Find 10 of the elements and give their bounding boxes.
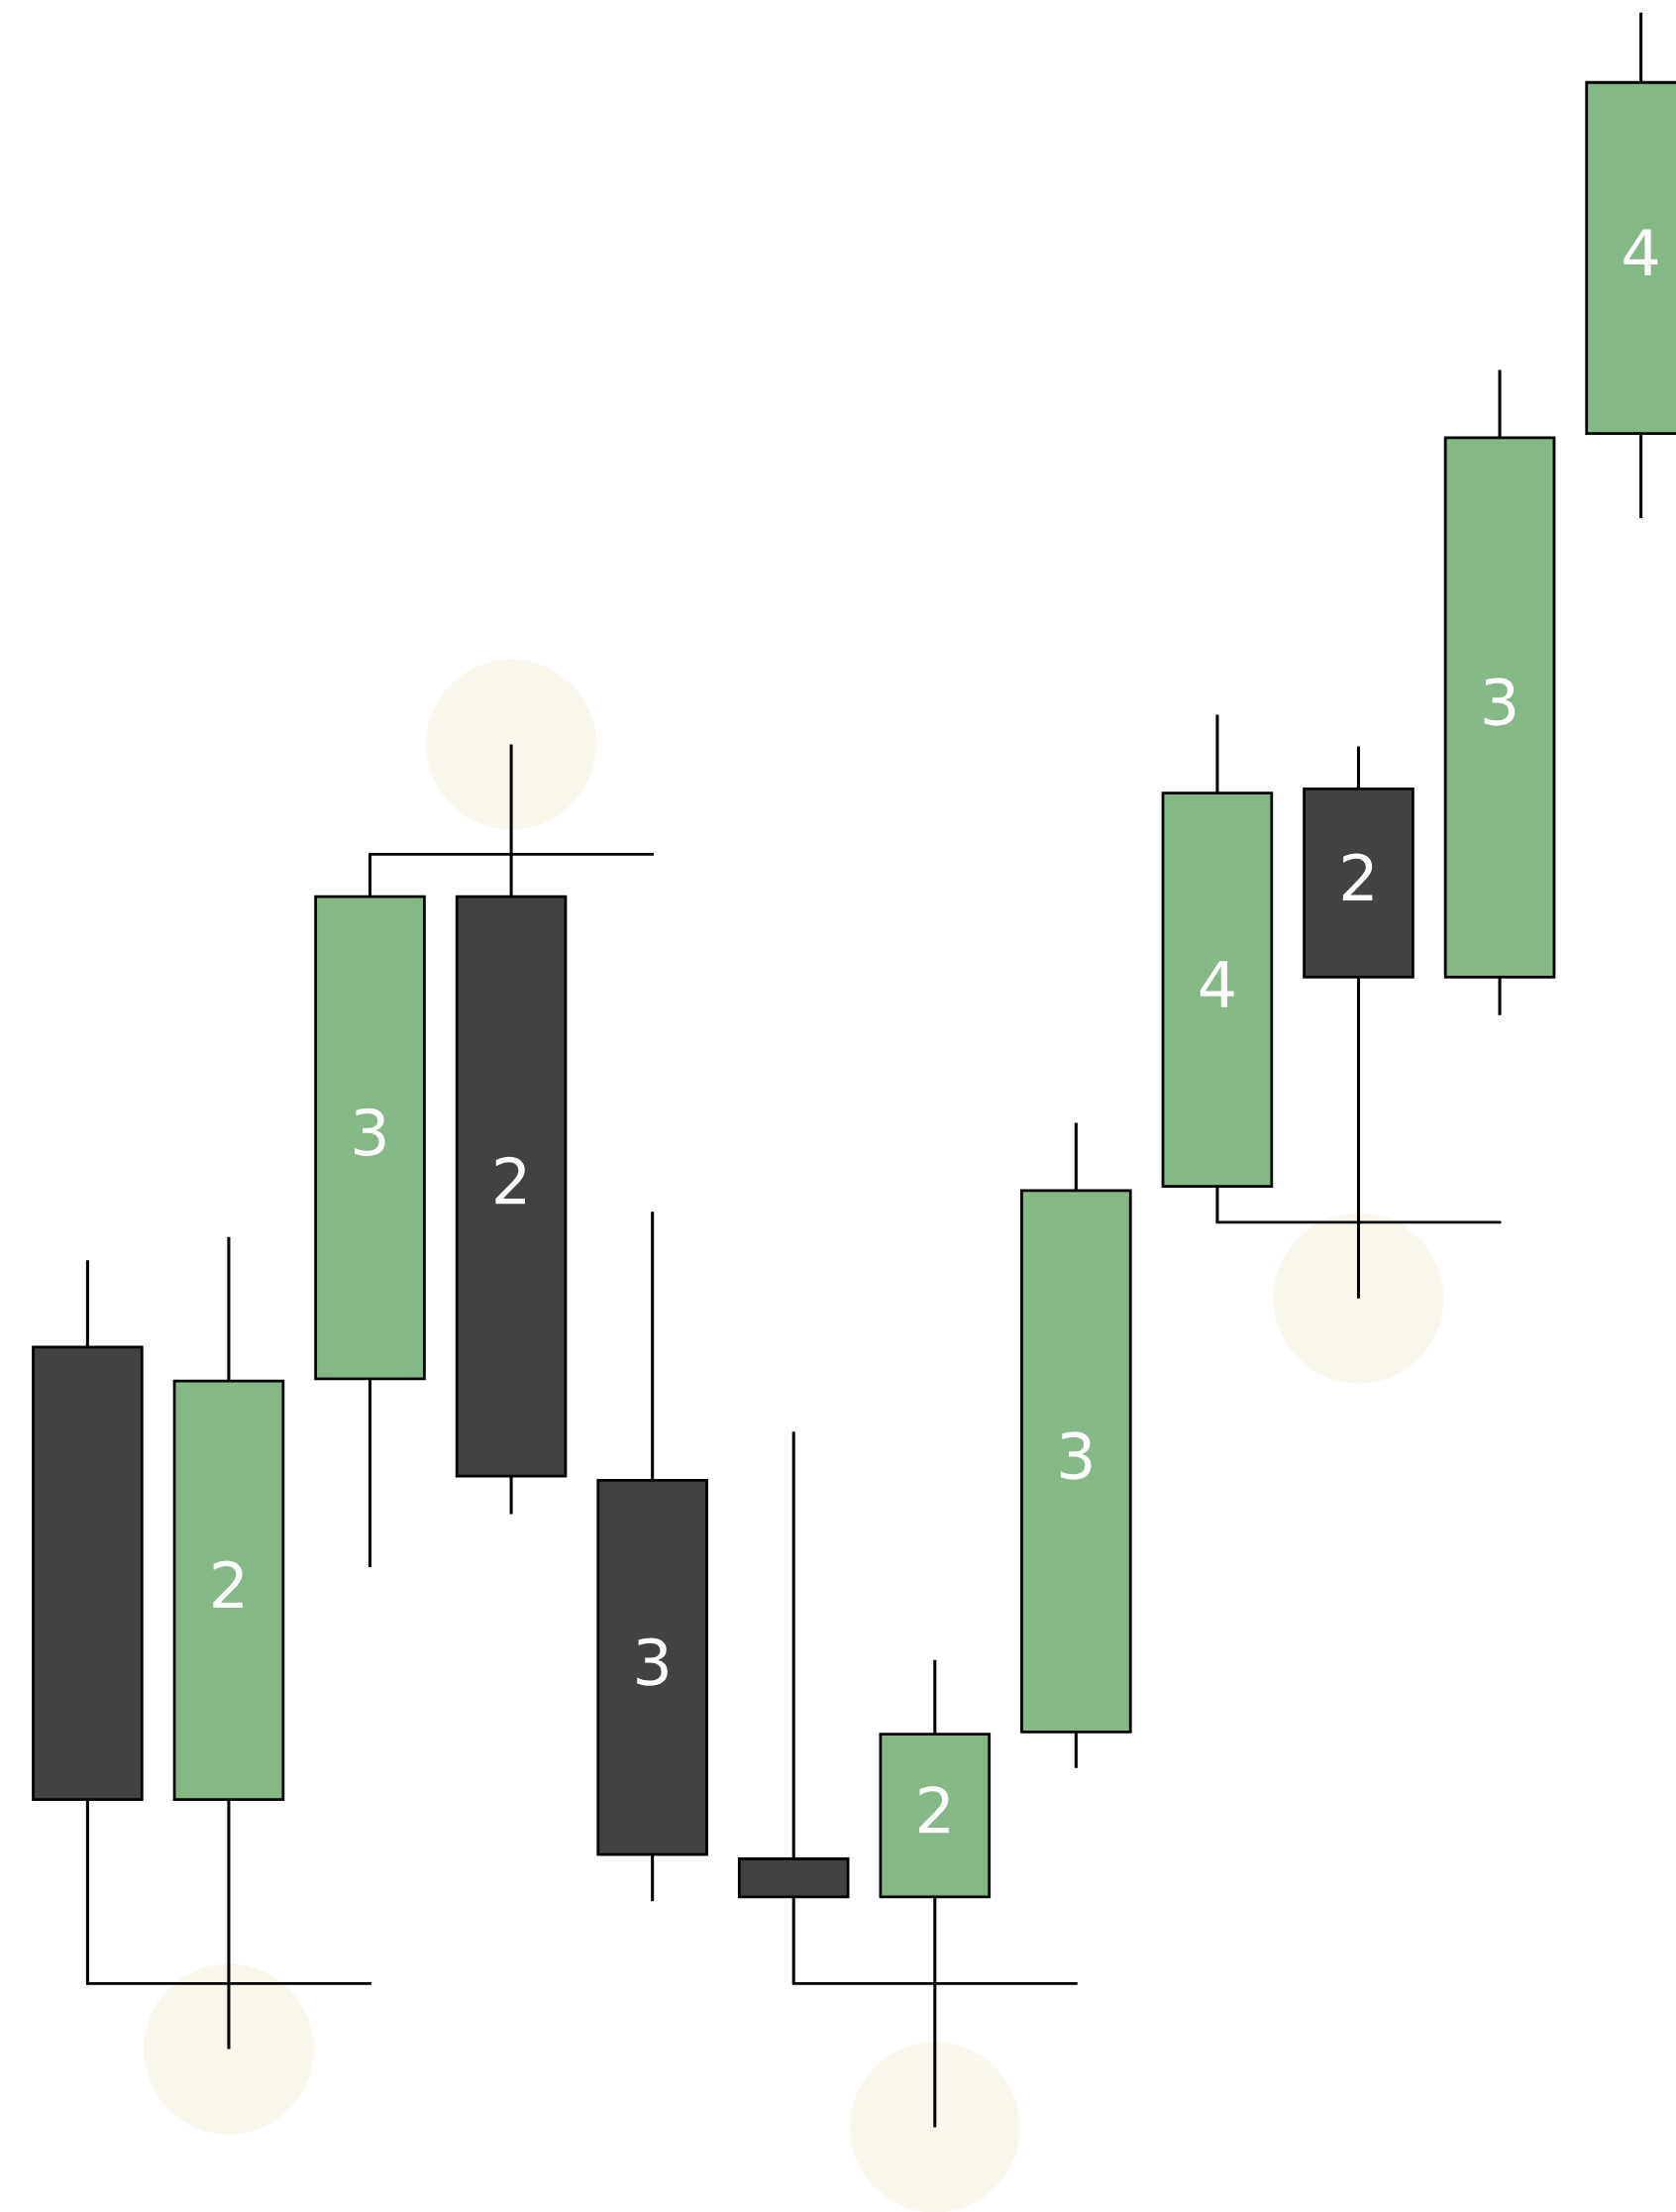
text: 3 bbox=[1484, 678, 1516, 726]
text: 2 bbox=[919, 1785, 949, 1834]
text: 2 bbox=[213, 1560, 243, 1608]
text: 2 bbox=[1342, 853, 1373, 900]
text: 2 bbox=[495, 1156, 526, 1205]
text: 3 bbox=[1060, 1431, 1092, 1480]
text: 3 bbox=[637, 1637, 668, 1686]
text: 4 bbox=[1200, 961, 1234, 1007]
text: 4 bbox=[1624, 229, 1658, 276]
text: 3 bbox=[355, 1107, 385, 1157]
